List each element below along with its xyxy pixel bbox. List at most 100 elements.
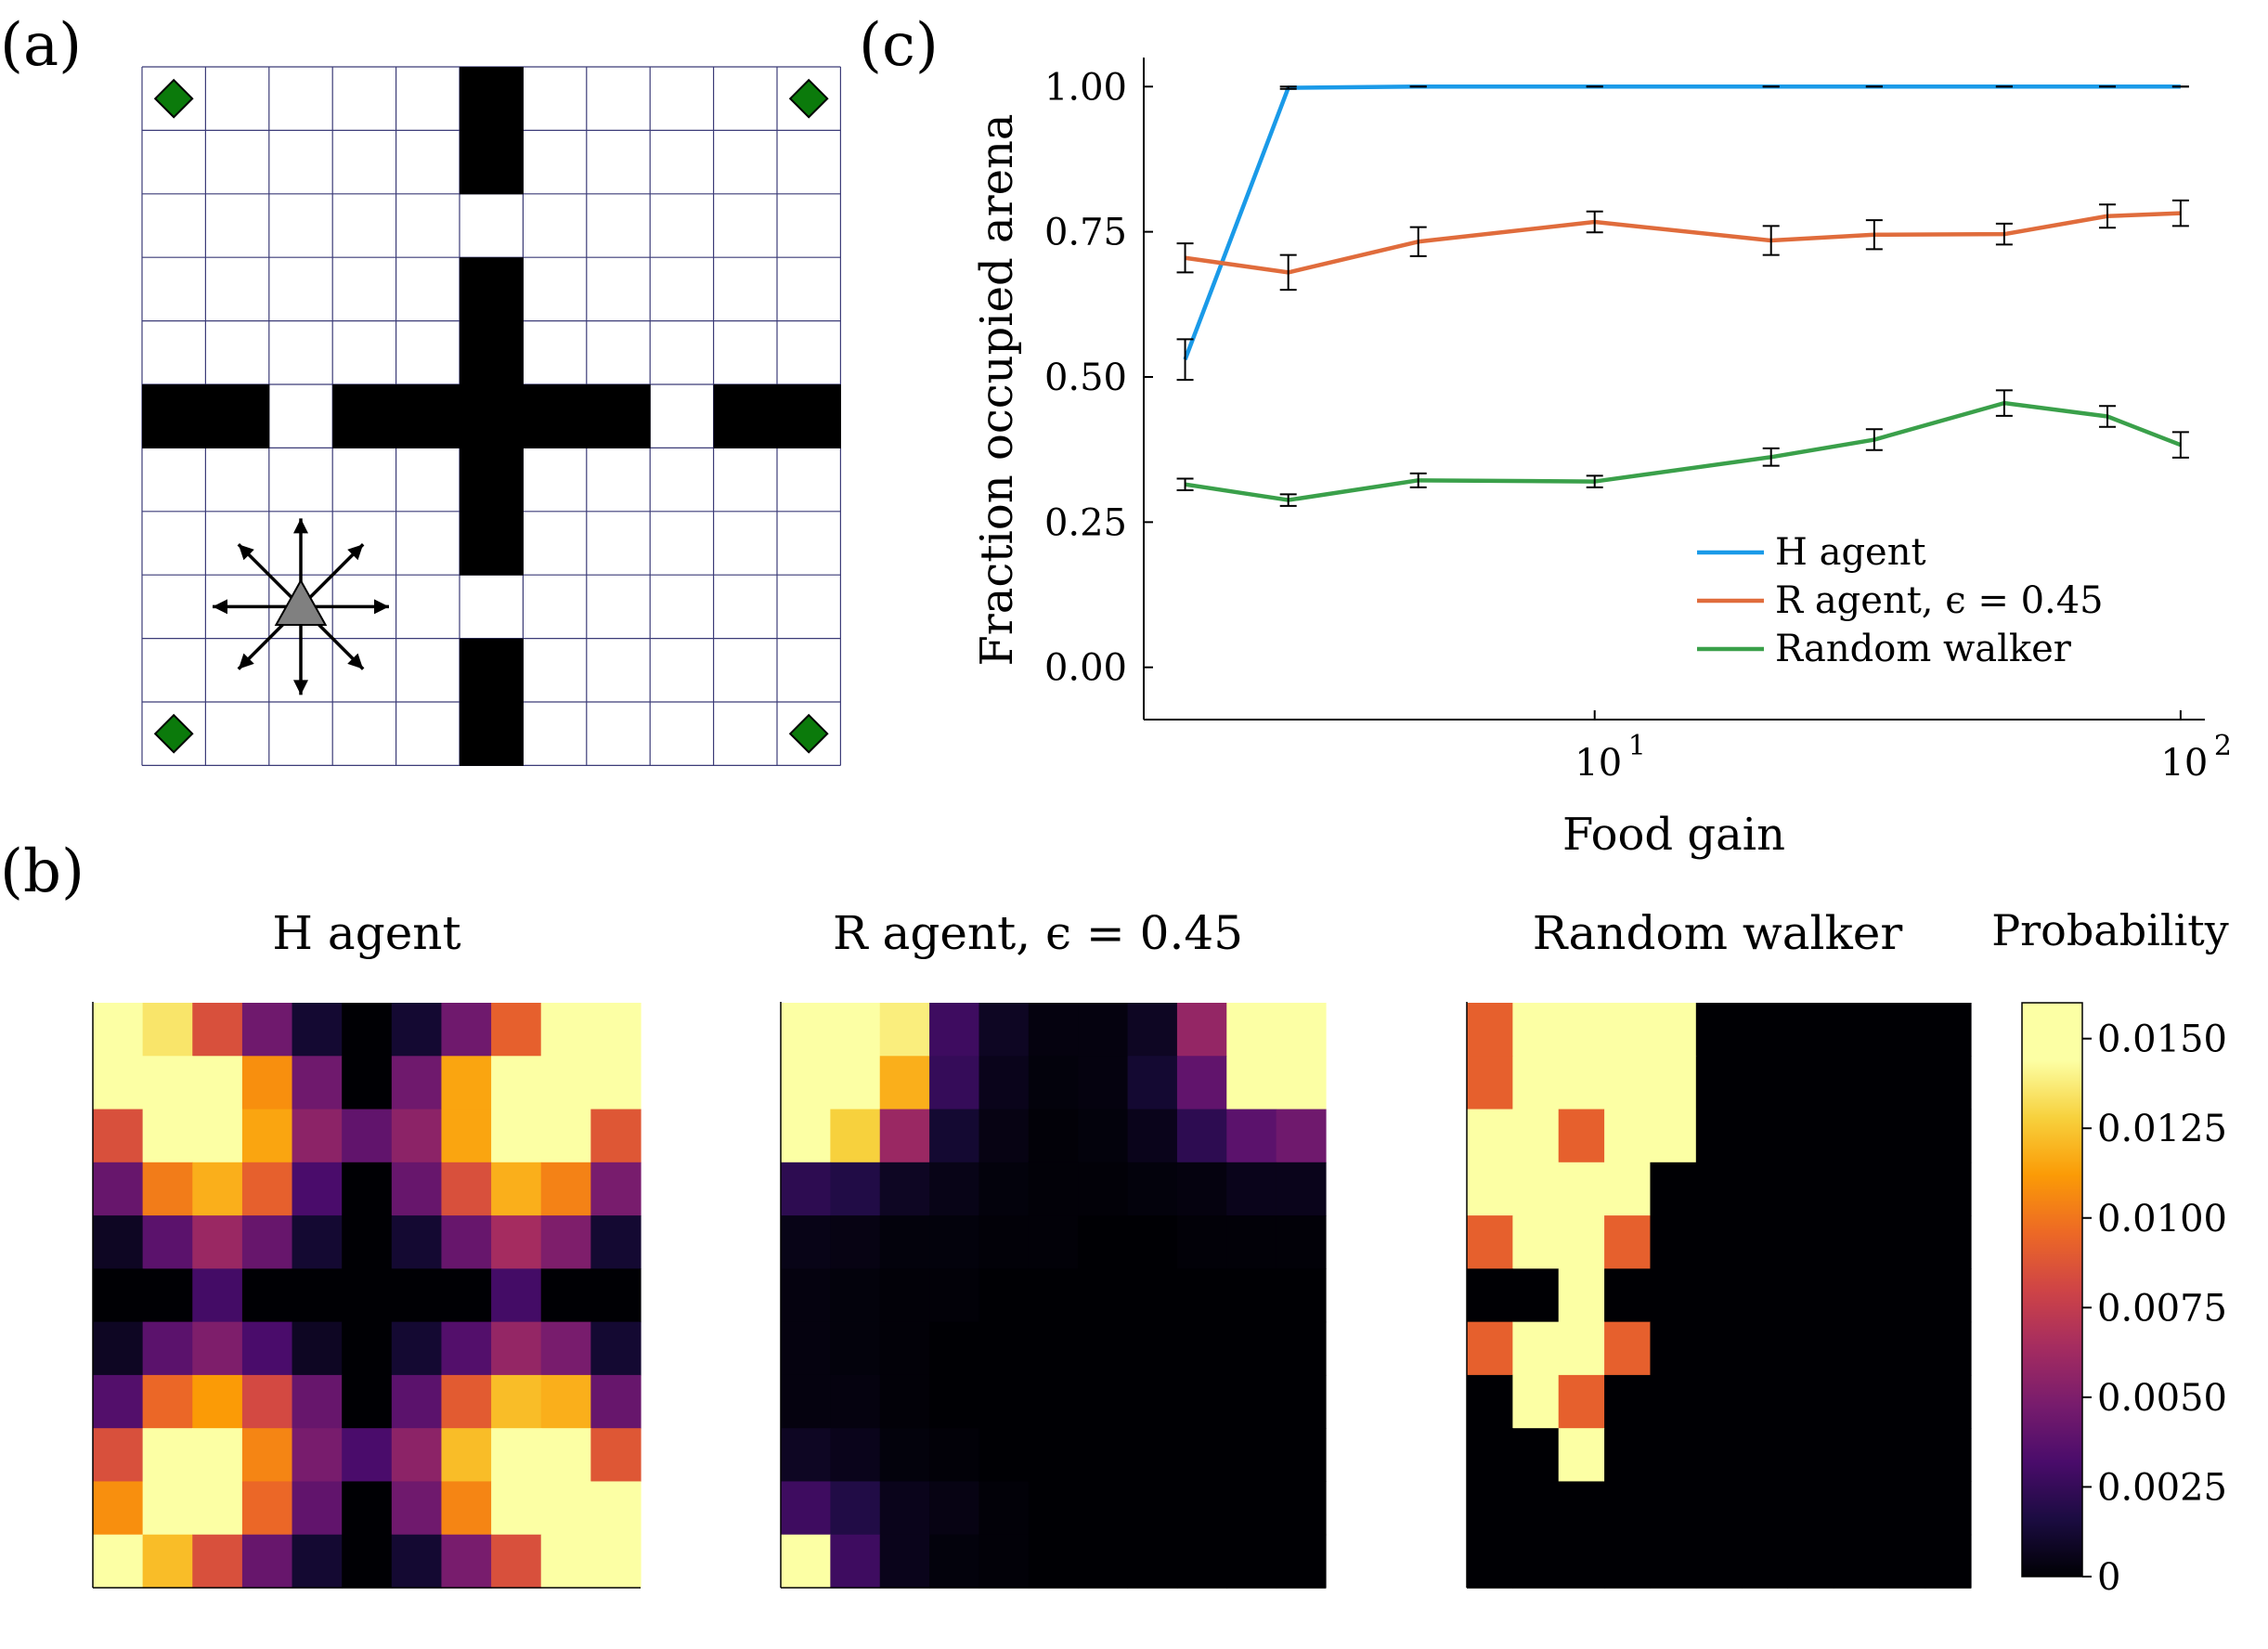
heatmap-cell <box>1028 1321 1079 1376</box>
heatmap-cell <box>241 1215 293 1269</box>
y-tick-label: 1.00 <box>1044 66 1127 109</box>
heatmap-cell <box>241 1162 293 1216</box>
heatmap-cell <box>830 1321 881 1376</box>
heatmap-cell <box>590 1109 642 1163</box>
heatmap-cell <box>1604 1268 1652 1323</box>
heatmap-cell <box>1695 1374 1743 1429</box>
heatmap-cell <box>1467 1481 1513 1536</box>
legend: H agent R agent, ϵ = 0.45 Random walker <box>1697 531 2104 670</box>
heatmap-cell <box>1512 1534 1560 1589</box>
heatmap-cell <box>1695 1215 1743 1269</box>
heatmap-cell <box>879 1215 930 1269</box>
heatmap-cell <box>540 1374 591 1429</box>
heatmap-cell <box>391 1056 443 1110</box>
heatmap-cell <box>540 1056 591 1110</box>
colorbar-tick-label: 0.0075 <box>2097 1287 2227 1330</box>
heatmap-cell <box>1226 1056 1277 1110</box>
legend-label: H agent <box>1775 531 1926 574</box>
heatmap-cell <box>1078 1374 1129 1429</box>
food-diamond-icon <box>788 713 829 754</box>
x-ticks: 10 1 10 2 <box>1575 710 2232 785</box>
wall-cell <box>332 384 397 448</box>
heatmap-cell <box>342 1268 393 1323</box>
heatmap-cell <box>142 1481 193 1536</box>
heatmap-cell <box>830 1481 881 1536</box>
heatmap-cell <box>929 1215 980 1269</box>
wall-cell <box>142 384 206 448</box>
heatmap-cell <box>1028 1428 1079 1483</box>
wall-cell <box>460 130 524 195</box>
heatmap-cell <box>1276 1109 1327 1163</box>
heatmap-cell <box>879 1428 930 1483</box>
heatmap-cell <box>1879 1056 1926 1110</box>
food-gain-line-chart: 0.000.250.500.751.00 10 1 10 2 Food gain Fr… <box>971 58 2232 861</box>
heatmap-cell <box>1650 1534 1697 1589</box>
heatmap-cell <box>192 1056 243 1110</box>
heatmap-cell <box>1078 1428 1129 1483</box>
wall-cell <box>460 448 524 513</box>
heatmap-cell <box>1176 1162 1227 1216</box>
heatmap-cell <box>241 1321 293 1376</box>
heatmap-cell <box>1276 1428 1327 1483</box>
heatmap-cell <box>342 1374 393 1429</box>
heatmap-cell <box>1078 1056 1129 1110</box>
heatmap-cell <box>978 1534 1030 1589</box>
colorbar-gradient <box>2021 1002 2083 1578</box>
heatmap-cell <box>1558 1109 1605 1163</box>
heatmap-cell <box>1787 1109 1834 1163</box>
heatmap-cell <box>1833 1374 1880 1429</box>
heatmap-cell <box>929 1268 980 1323</box>
heatmap-cell <box>978 1056 1030 1110</box>
colorbar-tick-label: 0.0150 <box>2097 1019 2227 1061</box>
heatmap-cell <box>1742 1215 1789 1269</box>
heatmap-cell <box>1604 1374 1652 1429</box>
heatmap-cell <box>781 1268 831 1323</box>
heatmap-cell <box>1925 1321 1972 1376</box>
heatmap-cell <box>93 1321 144 1376</box>
x-tick-label: 10 <box>2160 742 2208 785</box>
heatmap-cell <box>879 1109 930 1163</box>
heatmap-cell <box>491 1109 542 1163</box>
series-line <box>1185 211 2181 275</box>
heatmap-cell <box>1604 1534 1652 1589</box>
heatmap-cell <box>1558 1215 1605 1269</box>
wall-cell <box>460 384 524 448</box>
heatmap-cell <box>292 1321 343 1376</box>
heatmap-cell <box>1276 1321 1327 1376</box>
heatmap-cell <box>1925 1374 1972 1429</box>
heatmap-cell <box>93 1056 144 1110</box>
heatmap-cell <box>1558 1321 1605 1376</box>
heatmap-cell <box>93 1215 144 1269</box>
heatmap-cell <box>391 1428 443 1483</box>
heatmap-cell <box>1226 1109 1277 1163</box>
heatmap-cell <box>1558 1374 1605 1429</box>
heatmap-cell <box>1276 1374 1327 1429</box>
heatmap-cell <box>1226 1481 1277 1536</box>
heatmap-cell <box>292 1109 343 1163</box>
heatmap-cell <box>1176 1374 1227 1429</box>
heatmap-cell <box>1742 1481 1789 1536</box>
x-tick-label: 10 <box>1575 742 1622 785</box>
heatmap-cell <box>590 1428 642 1483</box>
heatmap-cell <box>1925 1056 1972 1110</box>
heatmap-cell <box>1276 1268 1327 1323</box>
heatmap-cell <box>1226 1534 1277 1589</box>
heatmap-cell <box>241 1534 293 1589</box>
heatmap-cell <box>1833 1428 1880 1483</box>
y-tick-label: 0.75 <box>1044 212 1127 254</box>
heatmap-cell <box>1467 1056 1513 1110</box>
heatmap-cell <box>1787 1056 1834 1110</box>
heatmap-cell <box>1127 1321 1178 1376</box>
heatmap-cell <box>192 1321 243 1376</box>
heatmap-cell <box>441 1321 492 1376</box>
heatmap-cell <box>142 1428 193 1483</box>
heatmap-cell <box>1467 1534 1513 1589</box>
heatmap-cell <box>1833 1321 1880 1376</box>
heatmap-cell <box>830 1162 881 1216</box>
wall-cell <box>460 638 524 703</box>
heatmap-cell <box>192 1162 243 1216</box>
heatmap-cell <box>590 1003 642 1057</box>
heatmap-cell <box>192 1534 243 1589</box>
heatmap-cell <box>830 1215 881 1269</box>
